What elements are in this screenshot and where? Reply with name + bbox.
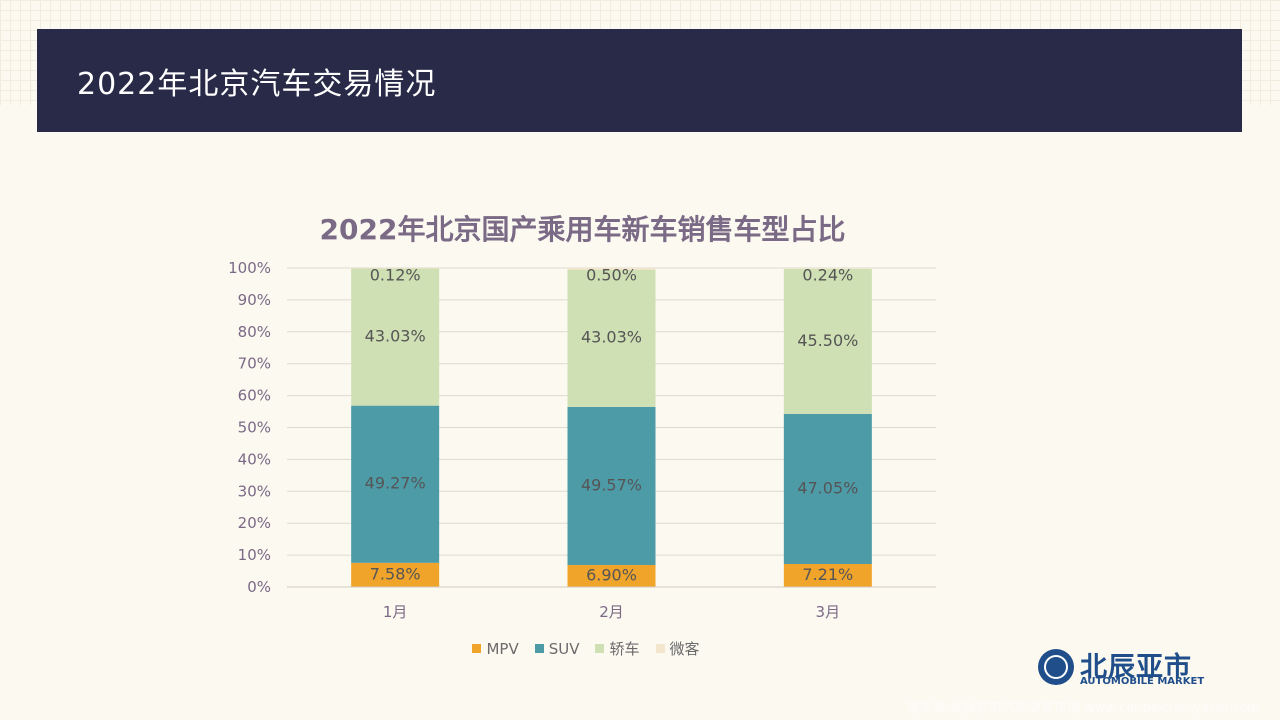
data-label: 43.03% [581,328,642,347]
legend-swatch-sedan [595,644,605,653]
y-tick-label: 70% [238,355,271,373]
legend-label-sedan: 轿车 [609,640,640,658]
y-tick-label: 30% [238,482,271,500]
data-label: 43.03% [365,327,426,346]
y-tick-label: 60% [238,387,271,405]
logo-chinese-text: 北辰亚市 [1080,652,1192,683]
y-tick-label: 10% [238,546,271,564]
bar-segment-SUV [783,413,872,565]
legend-item-mpv: MPV [472,638,519,659]
data-label: 49.57% [581,475,642,494]
legend-swatch-mpv [472,644,482,653]
x-tick-label: 1月 [383,603,408,621]
data-label: 7.58% [370,564,421,583]
data-label: 49.27% [365,474,426,493]
y-tick-label: 0% [247,578,271,596]
y-tick-label: 90% [238,291,271,309]
page-title: 2022年北京汽车交易情况 [77,67,437,102]
company-logo: 北辰亚市 AUTOMOBILE MARKET [1036,645,1211,693]
watermark: 懂车帝:北辰亚市汽车交易市场 www.car.beichenyashi.com [906,701,1260,716]
bar-segment-微客 [567,268,656,270]
legend-label-mpv: MPV [486,639,519,658]
bar-segment-MPV [351,562,440,587]
legend-item-sedan: 轿车 [595,638,640,659]
chart-title: 2022年北京国产乘用车新车销售车型占比 [319,213,846,246]
bar-segment-轿车 [567,269,656,407]
y-tick-label: 20% [238,514,271,532]
data-label: 0.12% [370,266,421,285]
legend-label-suv: SUV [548,639,580,658]
logo-english-text: AUTOMOBILE MARKET [1080,676,1205,687]
y-tick-label: 50% [238,419,271,437]
bar-segment-SUV [567,406,656,565]
bar-segment-MPV [567,564,656,587]
legend-swatch-minivan [655,644,665,653]
chart-legend: MPV SUV 轿车 微客 [0,638,1172,659]
legend-item-minivan: 微客 [655,638,700,659]
data-label: 6.90% [586,565,637,584]
logo-emblem-icon [1038,649,1074,685]
bar-segment-SUV [351,405,440,563]
bar-segment-微客 [351,268,440,269]
legend-swatch-suv [534,644,544,653]
y-tick-label: 80% [238,323,271,341]
y-tick-label: 40% [238,450,271,468]
legend-label-minivan: 微客 [669,640,700,658]
data-label: 0.24% [802,266,853,285]
header-banner: 2022年北京汽车交易情况 [37,29,1242,132]
data-label: 0.50% [586,266,637,285]
bar-segment-MPV [783,564,872,587]
data-label: 45.50% [797,331,858,350]
y-tick-label: 100% [228,259,271,277]
bar-segment-轿车 [351,268,440,406]
data-label: 7.21% [802,565,853,584]
bar-segment-轿车 [783,268,872,414]
data-label: 47.05% [797,478,858,497]
bar-segment-微客 [783,268,872,269]
x-tick-label: 3月 [816,603,841,621]
x-tick-label: 2月 [599,603,624,621]
legend-item-suv: SUV [534,638,580,659]
